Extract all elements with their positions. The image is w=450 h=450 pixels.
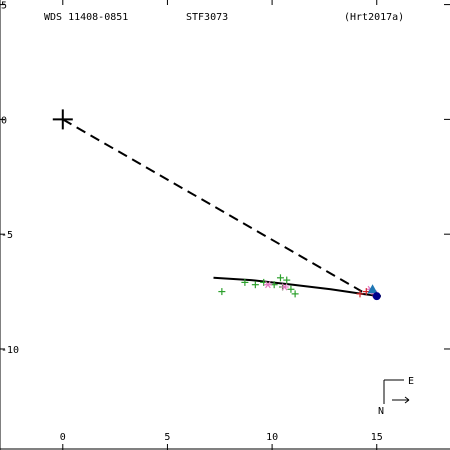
compass-north-label: N xyxy=(378,406,384,417)
x-tick-label: 5 xyxy=(164,432,170,443)
plus-mark xyxy=(251,281,259,289)
plus-mark xyxy=(276,274,284,282)
star-name: STF3073 xyxy=(186,12,228,23)
x-tick-label: 15 xyxy=(371,432,383,443)
plus-mark xyxy=(241,278,249,286)
reference-code: (Hrt2017a) xyxy=(344,12,404,23)
primary-to-companion-line xyxy=(62,118,363,293)
wds-identifier: WDS 11408-0851 xyxy=(44,12,128,23)
asterisk-mark xyxy=(263,281,272,289)
triangle-mark xyxy=(367,284,378,294)
y-tick-label: 5 xyxy=(1,1,7,12)
arrow-right-icon xyxy=(392,396,410,404)
x-tick-label: 0 xyxy=(60,432,66,443)
separation-connector xyxy=(62,118,363,293)
x-tick-label: 10 xyxy=(266,432,278,443)
plus-mark xyxy=(218,288,226,296)
asterisk-mark xyxy=(280,283,289,291)
compass: E N xyxy=(378,376,414,417)
plus-mark xyxy=(283,276,291,284)
y-tick-label: -5 xyxy=(1,230,13,241)
plus-mark xyxy=(291,290,299,298)
compass-east-label: E xyxy=(408,376,414,387)
plus-mark xyxy=(287,285,295,293)
y-tick-label: 0 xyxy=(1,115,7,126)
circle-mark xyxy=(372,292,381,301)
y-tick-label: -10 xyxy=(1,345,19,356)
observation-marks xyxy=(52,109,381,301)
primary-star-mark xyxy=(52,109,73,130)
plus-mark xyxy=(356,290,364,298)
